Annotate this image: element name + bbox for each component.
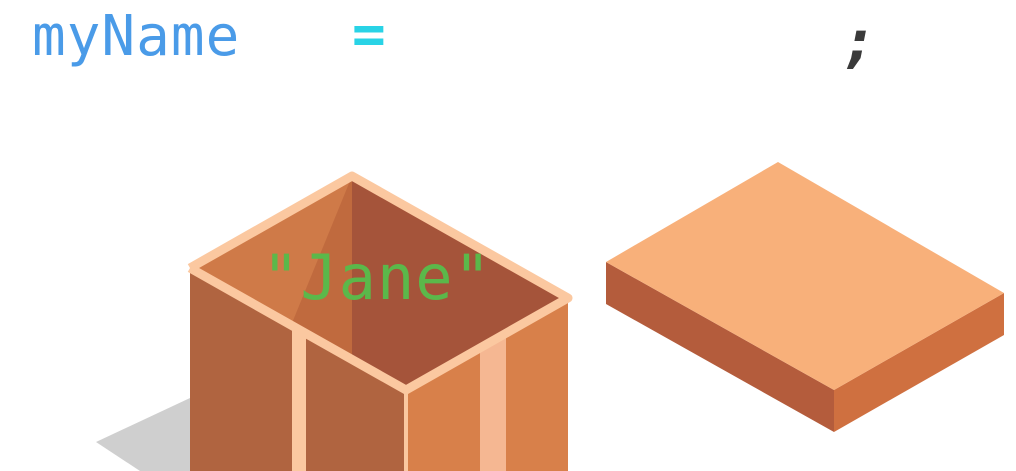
assignment-operator: = [352,2,386,67]
box-tape-right [480,334,506,471]
lid-right-side [834,293,1004,432]
box-tape-left [292,330,306,471]
statement-terminator: ; [842,7,877,75]
lid-top [606,162,1004,390]
box-value-string: "Jane" [262,241,492,314]
box-inner-left-shade [290,176,352,362]
box-rim [187,171,573,395]
box-inner-back-wall [352,176,568,390]
variable-name: myName [32,4,241,69]
lid-left-side [606,262,834,432]
code-statement: myName = ; [0,0,1016,90]
